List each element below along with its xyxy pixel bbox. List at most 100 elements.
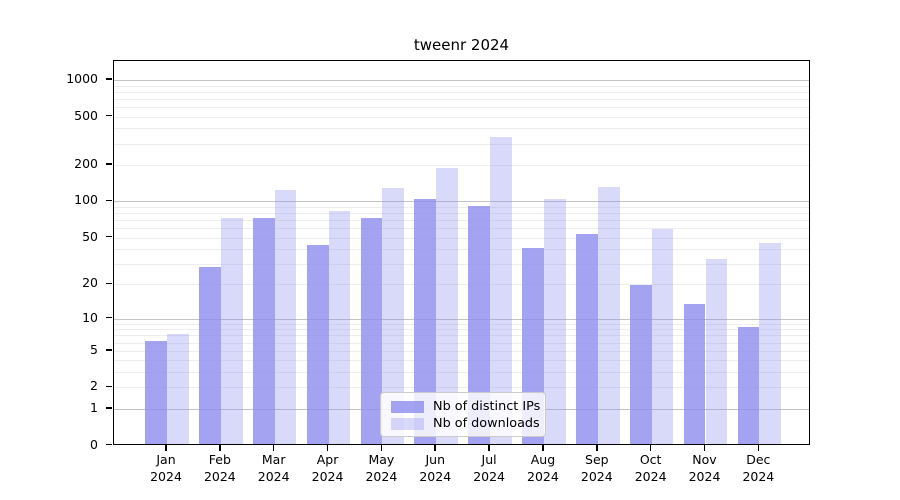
gridline bbox=[114, 201, 809, 203]
bar-downloads-sep bbox=[597, 187, 620, 444]
x-tick-month: Apr bbox=[316, 452, 339, 467]
y-tick-label: 20 bbox=[82, 275, 98, 291]
bar-ips-may bbox=[360, 218, 383, 444]
gridline bbox=[114, 360, 809, 362]
y-tick-mark bbox=[106, 199, 112, 202]
bar-ips-nov bbox=[683, 303, 706, 444]
gridline bbox=[114, 323, 809, 325]
y-tick-mark bbox=[106, 163, 112, 165]
x-tick-month: Jan bbox=[156, 452, 176, 467]
chart-title: tweenr 2024 bbox=[413, 36, 510, 54]
gridline bbox=[114, 372, 809, 374]
x-tick-month: Jun bbox=[425, 452, 446, 467]
gridline bbox=[114, 98, 809, 100]
x-tick-label: Dec 2024 bbox=[713, 452, 803, 485]
gridline bbox=[114, 387, 809, 389]
y-tick-label: 1 bbox=[90, 399, 98, 415]
gridline bbox=[114, 80, 809, 82]
x-tick-label: Feb 2024 bbox=[175, 452, 265, 485]
x-tick-mark bbox=[219, 445, 221, 451]
x-tick-month: Jul bbox=[481, 452, 497, 467]
bar-downloads-jan bbox=[167, 333, 189, 444]
y-tick-mark bbox=[106, 443, 112, 446]
x-tick-mark bbox=[596, 445, 598, 451]
bar-ips-dec bbox=[737, 327, 760, 444]
grid-layer bbox=[114, 61, 809, 444]
x-tick-year: 2024 bbox=[257, 468, 290, 484]
x-tick-year: 2024 bbox=[150, 468, 182, 484]
y-tick-label: 2 bbox=[90, 378, 98, 394]
bar-ips-sep bbox=[576, 234, 598, 444]
gridline bbox=[114, 85, 809, 87]
y-tick-label: 500 bbox=[74, 107, 98, 123]
x-tick-year: 2024 bbox=[527, 468, 559, 484]
bar-ips-feb bbox=[199, 267, 221, 444]
x-tick-mark bbox=[542, 445, 544, 451]
x-tick-label: Mar 2024 bbox=[229, 452, 319, 485]
x-tick-label: Jan 2024 bbox=[121, 452, 211, 485]
bar-downloads-feb bbox=[220, 218, 243, 444]
x-tick-year: 2024 bbox=[419, 468, 452, 484]
x-tick-month: Mar bbox=[261, 452, 286, 467]
x-tick-month: Nov bbox=[692, 452, 717, 467]
bar-downloads-jul bbox=[490, 136, 512, 444]
gridline bbox=[114, 91, 809, 93]
x-tick-year: 2024 bbox=[365, 468, 398, 484]
x-tick-month: Dec bbox=[746, 452, 771, 467]
legend-label-downloads: Nb of downloads bbox=[433, 416, 540, 431]
gridline bbox=[114, 206, 809, 208]
legend: Nb of distinct IPs Nb of downloads bbox=[380, 392, 546, 437]
gridline bbox=[114, 143, 809, 145]
bar-ips-jun bbox=[414, 199, 437, 444]
gridline bbox=[114, 329, 809, 331]
x-tick-mark bbox=[488, 445, 490, 451]
legend-swatch-downloads bbox=[391, 417, 424, 430]
bar-downloads-nov bbox=[705, 258, 728, 444]
y-tick-label: 10 bbox=[82, 309, 98, 325]
x-tick-label: Sep 2024 bbox=[552, 452, 642, 485]
x-tick-mark bbox=[649, 445, 652, 451]
y-tick-label: 100 bbox=[74, 192, 98, 208]
x-tick-mark bbox=[380, 445, 383, 451]
gridline bbox=[114, 237, 809, 239]
x-tick-mark bbox=[326, 445, 329, 451]
x-tick-mark bbox=[434, 445, 437, 451]
bar-downloads-may bbox=[382, 187, 405, 444]
x-tick-label: Jun 2024 bbox=[390, 452, 480, 485]
y-tick-mark bbox=[106, 235, 112, 238]
bar-ips-oct bbox=[629, 285, 652, 444]
x-tick-year: 2024 bbox=[688, 468, 721, 484]
x-tick-label: Apr 2024 bbox=[283, 452, 373, 485]
y-tick-label: 50 bbox=[82, 228, 98, 244]
legend-item-distinct-ips: Nb of distinct IPs bbox=[391, 398, 540, 415]
gridline bbox=[114, 263, 809, 265]
bar-downloads-oct bbox=[651, 228, 674, 444]
bar-ips-apr bbox=[306, 244, 329, 444]
x-tick-label: Nov 2024 bbox=[660, 452, 750, 485]
bar-downloads-dec bbox=[759, 243, 782, 444]
x-tick-year: 2024 bbox=[742, 468, 775, 484]
bar-downloads-mar bbox=[274, 189, 297, 444]
x-tick-label: May 2024 bbox=[336, 452, 426, 485]
gridline bbox=[114, 228, 809, 230]
x-tick-month: Oct bbox=[639, 452, 662, 467]
gridline bbox=[114, 213, 809, 215]
x-tick-year: 2024 bbox=[203, 468, 236, 484]
y-tick-mark bbox=[106, 407, 112, 409]
gridline bbox=[114, 128, 809, 130]
x-tick-mark bbox=[272, 445, 275, 451]
y-tick-mark bbox=[106, 78, 112, 80]
x-tick-year: 2024 bbox=[473, 468, 505, 484]
y-tick-label: 200 bbox=[74, 155, 98, 171]
gridline bbox=[114, 335, 809, 337]
y-tick-mark bbox=[106, 282, 112, 285]
x-tick-label: Aug 2024 bbox=[498, 452, 588, 485]
x-tick-label: Oct 2024 bbox=[606, 452, 696, 485]
legend-item-downloads: Nb of downloads bbox=[391, 415, 540, 432]
bar-ips-jan bbox=[145, 340, 167, 444]
legend-swatch-distinct-ips bbox=[391, 400, 424, 413]
y-tick-label: 0 bbox=[90, 436, 98, 452]
bars-layer bbox=[114, 61, 809, 444]
gridline bbox=[114, 318, 809, 320]
